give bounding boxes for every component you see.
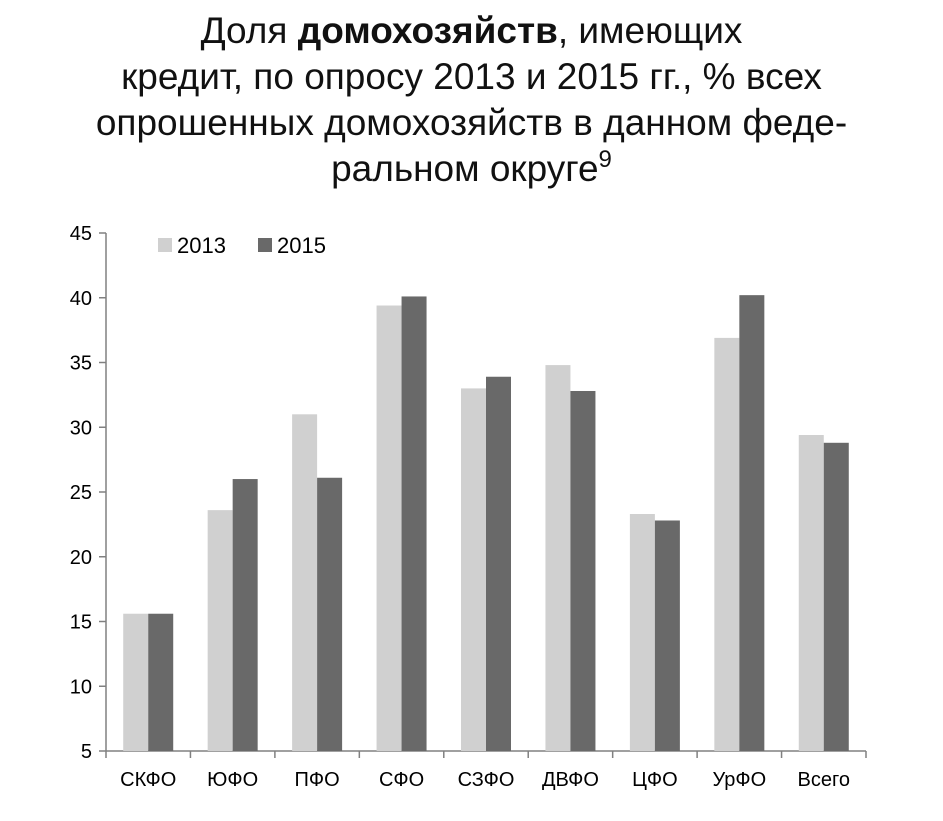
title-line-1-pre: Доля: [200, 10, 298, 51]
bar-2015-0: [148, 613, 174, 751]
legend-label-2015: 2015: [277, 233, 326, 258]
y-tick-label: 25: [70, 482, 92, 504]
y-tick-label: 45: [70, 223, 92, 245]
legend: 2013 2015: [158, 233, 326, 258]
bar-2013-7: [714, 337, 740, 751]
bar-2013-0: [123, 613, 149, 751]
title-line-4-text: ральном округе: [331, 148, 599, 189]
bar-2013-4: [461, 388, 486, 751]
y-tick-label: 35: [70, 353, 92, 375]
title-footnote: 9: [598, 146, 612, 173]
y-tick-label: 15: [70, 612, 92, 634]
bar-2013-5: [545, 365, 571, 751]
title-line-1-post: , имеющих: [557, 10, 743, 51]
legend-label-2013: 2013: [177, 233, 226, 258]
x-tick-label: ЦФО: [632, 769, 678, 791]
chart-title: Доля домохозяйств, имеющих кредит, по оп…: [0, 8, 943, 192]
title-line-3: опрошенных домохозяйств в данном феде-: [95, 102, 848, 143]
bar-2013-1: [207, 510, 233, 751]
y-tick-label: 40: [70, 288, 92, 310]
title-line-1-bold: домохозяйств: [297, 10, 558, 51]
y-tick-label: 20: [70, 547, 92, 569]
legend-swatch-2013: [158, 238, 172, 252]
x-tick-label: ДВФО: [542, 769, 599, 791]
x-tick-label: УрФО: [712, 769, 766, 791]
bar-2015-1: [232, 479, 258, 751]
bar-2013-2: [292, 414, 318, 751]
bar-2015-7: [739, 295, 765, 751]
y-tick-label: 30: [70, 417, 92, 439]
bar-2013-8: [798, 435, 824, 751]
legend-swatch-2015: [258, 238, 272, 252]
x-axis: СКФО ЮФО ПФО СФО СЗФО ДВФО ЦФО УрФО Всего: [105, 750, 867, 791]
bar-2015-4: [486, 376, 511, 751]
bar-2013-3: [376, 305, 402, 751]
bar-2015-8: [823, 442, 849, 751]
bar-2015-5: [570, 390, 596, 751]
x-tick-label: СЗФО: [458, 769, 515, 791]
bar-2015-3: [401, 296, 427, 751]
bar-2013-6: [629, 514, 655, 751]
x-tick-label: СКФО: [120, 769, 176, 791]
bar-2015-2: [317, 477, 343, 751]
title-line-2: кредит, по опросу 2013 и 2015 гг., % все…: [121, 56, 822, 97]
bar-2015-6: [654, 520, 680, 751]
title-line-1: Доля домохозяйств, имеющих: [0, 8, 943, 54]
x-tick-label: СФО: [379, 769, 424, 791]
x-tick-label: Всего: [798, 769, 850, 791]
x-tick-label: ЮФО: [207, 769, 258, 791]
y-tick-label: 5: [81, 741, 92, 763]
bars: [123, 295, 849, 751]
y-tick-label: 10: [70, 676, 92, 698]
x-tick-label: ПФО: [295, 769, 340, 791]
y-axis: 5 10 15 20 25 30 35 40 45: [70, 223, 107, 763]
title-line-4: ральном округе9: [0, 146, 943, 192]
